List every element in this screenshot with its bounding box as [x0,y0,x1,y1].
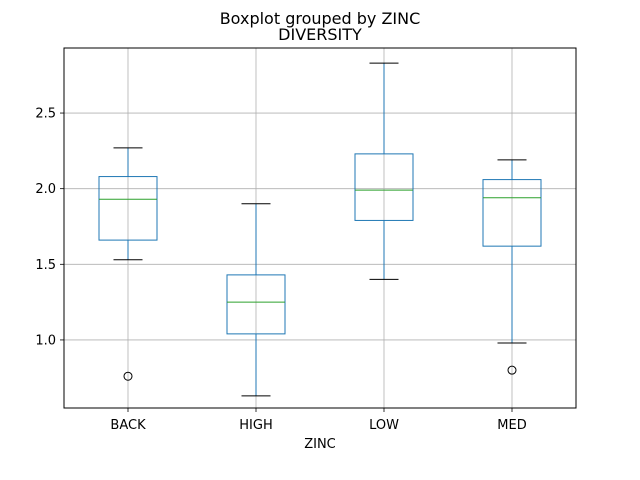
x-tick-label: BACK [110,418,146,433]
box-low [354,62,414,280]
outlier-point [123,371,133,381]
y-tick-label: 2.5 [35,107,56,122]
box-med [482,159,542,375]
chart-title: DIVERSITY [278,25,362,44]
grid [64,48,576,408]
y-tick-label: 1.5 [35,258,56,273]
x-tick-label: HIGH [239,418,272,433]
iqr-box [98,176,158,241]
box-layer [98,62,542,397]
box-back [98,147,158,381]
iqr-box [354,153,414,221]
box-high [226,203,286,397]
x-tick-label: LOW [369,418,399,433]
iqr-box [226,274,286,335]
x-tick-label: MED [497,418,526,433]
ticks: 1.0 1.5 2.0 2.5 BACK HIGH LOW MED [35,107,526,433]
plot-frame [63,47,577,409]
x-axis-label: ZINC [304,437,336,452]
y-tick-label: 1.0 [35,333,56,348]
iqr-box [482,179,542,247]
outlier-point [507,365,517,375]
chart-suptitle: Boxplot grouped by ZINC [220,9,421,28]
y-tick-label: 2.0 [35,182,56,197]
